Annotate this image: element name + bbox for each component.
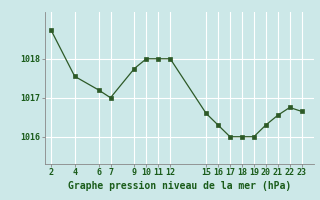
X-axis label: Graphe pression niveau de la mer (hPa): Graphe pression niveau de la mer (hPa) [68,181,291,191]
